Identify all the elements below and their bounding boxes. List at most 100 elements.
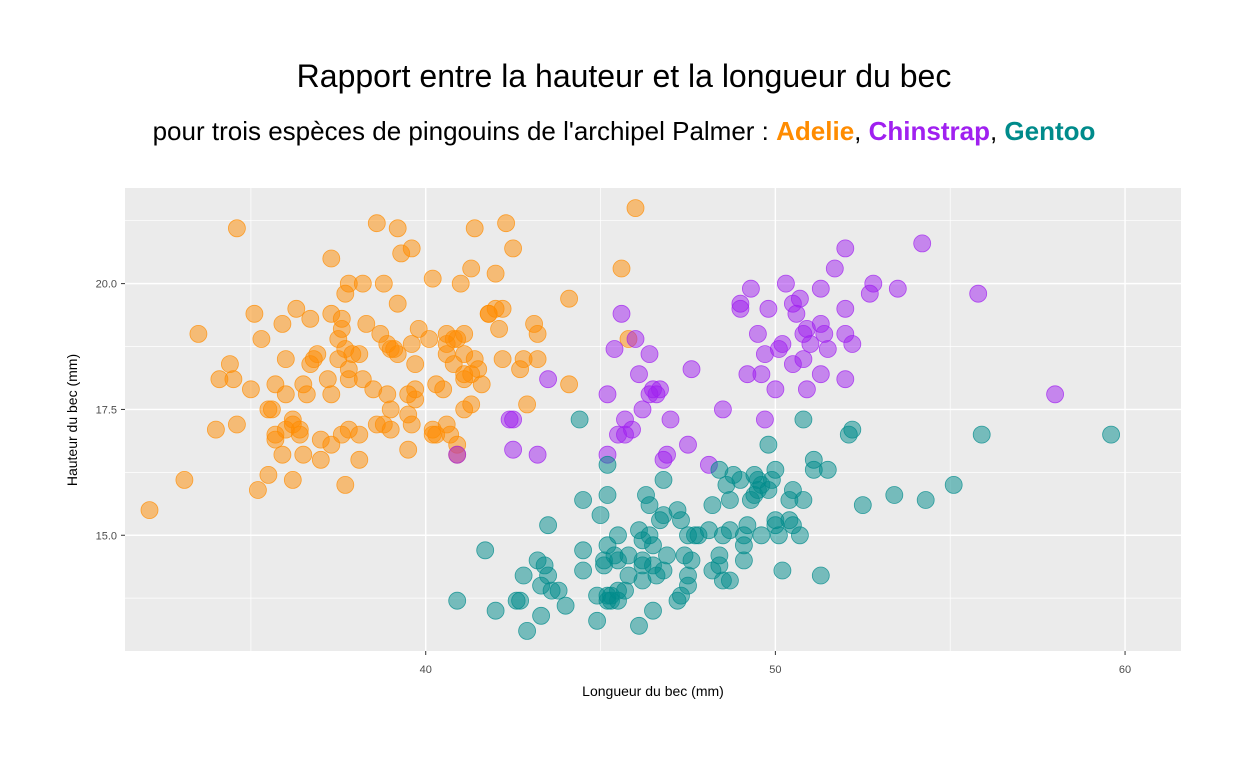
data-point-gentoo (644, 601, 662, 620)
data-point-adelie (206, 420, 225, 439)
data-point-gentoo (738, 516, 757, 535)
data-point-adelie (399, 440, 418, 459)
data-point-chinstrap (752, 365, 771, 384)
data-point-adelie (504, 239, 522, 258)
data-point-adelie (287, 299, 306, 318)
data-point-adelie (462, 395, 481, 414)
data-point-adelie (388, 219, 407, 238)
data-point-gentoo (818, 460, 837, 479)
data-point-adelie (259, 465, 278, 484)
data-point-gentoo (773, 561, 792, 580)
data-point-adelie (560, 375, 578, 394)
data-point-adelie (227, 219, 246, 238)
subtitle-separator: , (854, 116, 869, 146)
data-point-gentoo (476, 541, 495, 560)
series-gentoo (448, 410, 1120, 640)
data-point-chinstrap (811, 279, 830, 298)
data-point-gentoo (853, 496, 872, 515)
data-point-adelie (252, 330, 271, 348)
data-point-adelie (402, 239, 421, 258)
data-point-adelie (227, 415, 246, 434)
data-point-adelie (311, 450, 330, 469)
data-point-gentoo (598, 455, 617, 474)
chart-subtitle: pour trois espèces de pingouins de l'arc… (0, 116, 1248, 147)
data-point-gentoo (703, 496, 722, 515)
data-point-adelie (350, 450, 369, 469)
data-point-chinstrap (773, 335, 792, 353)
data-point-adelie (297, 385, 316, 404)
data-point-chinstrap (749, 324, 767, 343)
data-point-chinstrap (658, 445, 676, 464)
data-point-gentoo (885, 486, 904, 504)
data-point-gentoo (710, 546, 729, 565)
data-point-chinstrap (651, 380, 669, 399)
y-tick-label: 17.5 (96, 404, 117, 416)
data-point-chinstrap (759, 299, 778, 318)
data-point-gentoo (630, 616, 648, 635)
data-point-chinstrap (504, 410, 522, 429)
data-point-adelie (388, 294, 407, 313)
data-point-gentoo (1102, 425, 1120, 444)
data-point-adelie (402, 415, 421, 434)
y-axis-title: Hauteur du bec (mm) (64, 354, 80, 486)
x-axis-ticks: 40 50 60 (420, 651, 1131, 676)
data-point-adelie (332, 309, 351, 328)
data-point-chinstrap (836, 370, 855, 389)
data-point-chinstrap (836, 299, 855, 318)
data-point-adelie (357, 314, 376, 333)
y-tick-label: 20.0 (96, 279, 117, 291)
data-point-adelie (528, 324, 547, 343)
data-point-adelie (486, 264, 505, 283)
data-point-adelie (406, 380, 425, 399)
data-points (140, 199, 1120, 640)
data-point-gentoo (609, 526, 627, 545)
data-point-chinstrap (794, 350, 813, 369)
data-point-gentoo (539, 566, 557, 585)
data-point-adelie (374, 274, 393, 293)
data-point-gentoo (679, 566, 697, 585)
data-point-chinstrap (630, 365, 648, 384)
data-point-adelie (462, 259, 481, 278)
data-point-adelie (490, 319, 509, 338)
data-point-adelie (290, 420, 309, 439)
data-point-gentoo (616, 581, 634, 600)
data-point-gentoo (539, 516, 557, 535)
data-point-adelie (248, 481, 267, 499)
data-point-chinstrap (825, 259, 844, 278)
data-point-chinstrap (888, 279, 907, 298)
data-point-chinstrap (864, 274, 883, 293)
data-point-adelie (283, 470, 302, 489)
data-point-adelie (402, 335, 421, 353)
data-point-gentoo (944, 475, 963, 494)
data-point-gentoo (654, 470, 673, 489)
data-point-gentoo (598, 486, 617, 504)
data-point-gentoo (549, 581, 568, 600)
data-point-gentoo (972, 425, 991, 444)
data-point-adelie (318, 370, 337, 389)
data-point-adelie (528, 350, 547, 369)
data-point-adelie (220, 355, 239, 374)
legend-gentoo: Gentoo (1004, 116, 1096, 146)
data-point-chinstrap (661, 410, 680, 429)
x-tick-label: 60 (1119, 664, 1131, 676)
data-point-chinstrap (756, 410, 774, 429)
data-point-gentoo (811, 566, 830, 585)
data-point-gentoo (721, 491, 739, 509)
data-point-gentoo (770, 526, 788, 545)
data-point-adelie (336, 475, 355, 494)
data-point-gentoo (574, 541, 592, 560)
data-point-adelie (455, 324, 474, 343)
data-point-adelie (273, 314, 292, 333)
data-point-gentoo (791, 526, 809, 545)
data-point-gentoo (843, 420, 862, 439)
data-point-adelie (224, 370, 243, 389)
data-point-gentoo (591, 506, 610, 524)
data-point-adelie (381, 420, 400, 439)
data-point-adelie (434, 380, 453, 399)
data-point-adelie (388, 345, 407, 364)
data-point-gentoo (766, 460, 785, 479)
data-point-gentoo (574, 561, 592, 580)
legend-chinstrap: Chinstrap (868, 116, 990, 146)
data-point-adelie (381, 400, 400, 419)
